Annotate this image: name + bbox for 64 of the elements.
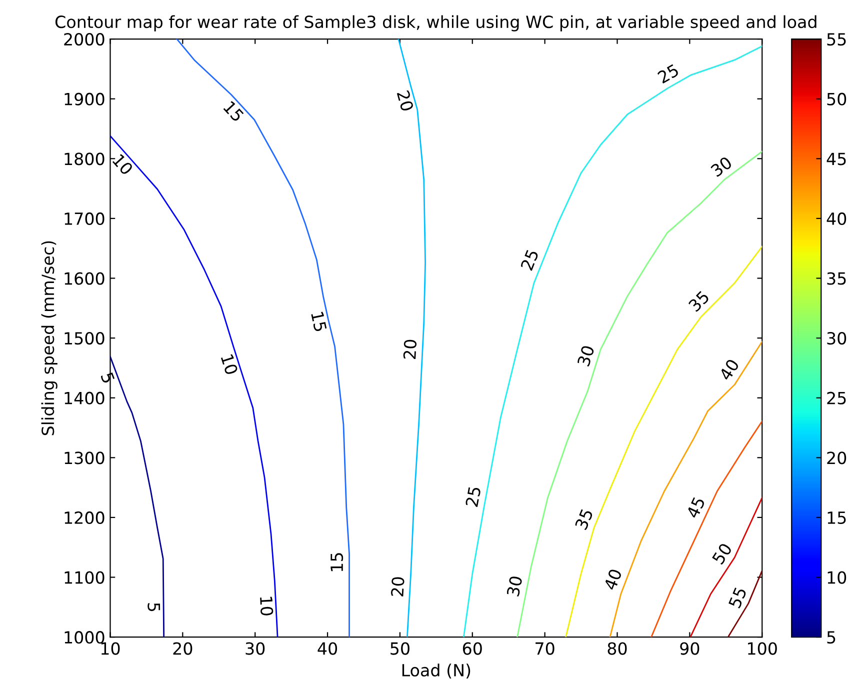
color-bar-label: 55: [827, 33, 846, 46]
x-tick-label: 10: [101, 642, 120, 655]
y-tick-label: 2000: [64, 32, 104, 46]
color-bar-label: 15: [828, 512, 846, 524]
annotation: 40: [718, 358, 740, 382]
annotation: 15: [310, 312, 327, 332]
annotation: 10: [260, 596, 274, 616]
chart-title: Contour map for wear rate of Sample3 disk, while using WC pin, at variable speed and load: [55, 15, 816, 32]
color-bar-label: 20: [827, 452, 846, 464]
annotation: 35: [574, 508, 594, 530]
color-bar-label: 50: [827, 92, 846, 106]
annotation: 50: [712, 542, 732, 565]
color-bar-label: 25: [827, 392, 846, 404]
color-bar-label: 40: [826, 212, 846, 226]
x-tick-label: 30: [246, 642, 265, 655]
y-tick-label: 1000: [64, 631, 104, 644]
line-series: [176, 39, 350, 638]
y-tick-label: 1800: [64, 152, 104, 166]
x-axis-title: Load (N): [402, 664, 470, 678]
y-tick-label: 1300: [64, 452, 104, 464]
y-tick-label: 1200: [64, 511, 104, 524]
y-tick-label: 1600: [64, 272, 104, 285]
x-tick-label: 70: [536, 642, 554, 655]
annotation: 5: [148, 603, 160, 612]
color-bar-label: 35: [827, 272, 846, 285]
annotation: 25: [520, 249, 539, 271]
annotation: 20: [390, 576, 404, 596]
y-axis-title: Sliding speed (mm/sec): [41, 241, 58, 436]
annotation: 15: [330, 553, 344, 572]
x-tick-label: 40: [318, 642, 338, 655]
annotation: 25: [657, 64, 680, 84]
x-tick-label: 90: [680, 642, 700, 655]
annotation: 40: [603, 568, 622, 591]
annotation: 30: [506, 576, 522, 597]
line-series: [463, 46, 762, 638]
line-series: [650, 420, 762, 638]
annotation: 25: [465, 486, 482, 508]
y-tick-label: 1900: [64, 92, 104, 106]
annotation: 30: [710, 156, 733, 178]
x-tick-label: 60: [462, 642, 482, 655]
annotation: 20: [396, 90, 414, 112]
annotation: 15: [223, 100, 244, 122]
x-tick-label: 50: [390, 642, 410, 655]
annotation: 5: [100, 372, 115, 384]
annotation: 20: [403, 340, 417, 360]
x-tick-label: 80: [608, 642, 627, 655]
annotation: 45: [686, 496, 706, 519]
annotation: 35: [688, 290, 710, 312]
line-series: [690, 497, 762, 638]
annotation: 10: [112, 154, 134, 176]
color-bar-label: 10: [828, 571, 846, 584]
y-tick-label: 1100: [64, 571, 104, 584]
line-series: [565, 246, 762, 638]
annotation: 10: [220, 354, 238, 376]
x-tick-label: 100: [748, 642, 777, 655]
color-bar-label: 5: [827, 631, 836, 644]
annotation: 55: [728, 586, 747, 609]
y-tick-label: 1500: [64, 332, 104, 345]
x-tick-label: 20: [173, 642, 192, 655]
color-bar-label: 30: [827, 332, 846, 345]
y-tick-label: 1700: [64, 212, 104, 226]
y-tick-label: 1400: [64, 392, 104, 404]
annotation: 30: [576, 344, 595, 367]
color-bar-label: 45: [826, 152, 846, 166]
